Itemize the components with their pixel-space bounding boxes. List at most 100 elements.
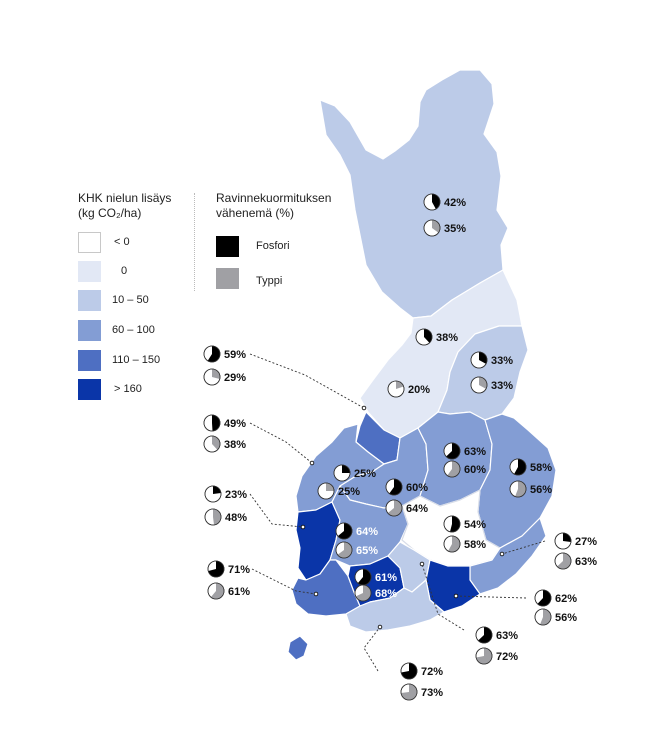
pct-label-fosfori-etela-karjala: 27% xyxy=(575,536,597,548)
pie-typpi-paijat-hame xyxy=(475,647,493,665)
legend-label-typpi: Typpi xyxy=(256,275,283,287)
legend-swatch-60-100 xyxy=(78,320,101,341)
pie-typpi-uusimaa xyxy=(400,683,418,701)
region-etela-karjala xyxy=(469,517,547,595)
pie-typpi-varsinais-suomi xyxy=(207,582,225,600)
nutrient-pies: 42% 35% 33% 33% 38% 20% 59% 29% 49% 38% 25% 25% 60% 6… xyxy=(203,193,597,701)
pct-label-typpi-etela-savo: 58% xyxy=(464,539,486,551)
nutrient-legend-title-line2: vähenemä (%) xyxy=(216,206,295,220)
legend-label-60-100: 60 – 100 xyxy=(112,324,155,336)
pie-typpi-etela-savo xyxy=(443,535,461,553)
pie-typpi-keski-pohjanmaa xyxy=(203,368,221,386)
leader-anchor-paijat-hame xyxy=(419,561,425,567)
pie-fosfori-keski-pohjanmaa xyxy=(203,345,221,363)
pct-label-typpi-pohjois-pohjanmaa: 20% xyxy=(408,384,430,396)
pie-fosfori-etela-savo xyxy=(443,515,461,533)
pie-typpi-pirkanmaa xyxy=(335,541,353,559)
nutrient-legend-title: Ravinnekuormituksen vähenemä (%) xyxy=(216,191,331,221)
pie-fosfori-varsinais-suomi xyxy=(207,560,225,578)
pct-label-fosfori-lappi: 42% xyxy=(444,197,466,209)
pct-label-fosfori-varsinais-suomi: 71% xyxy=(228,564,250,576)
pct-label-fosfori-kymenlaakso: 62% xyxy=(555,593,577,605)
sink-legend-title: KHK nielun lisäys (kg CO₂/ha) xyxy=(78,191,171,221)
pie-typpi-pohjanmaa xyxy=(203,435,221,453)
leader-anchor-kymenlaakso xyxy=(453,593,459,599)
pct-label-typpi-pohjanmaa: 38% xyxy=(224,439,246,451)
pct-label-typpi-kainuu: 33% xyxy=(491,380,513,392)
pct-label-typpi-pohjois-karjala: 56% xyxy=(530,484,552,496)
pie-typpi-lappi xyxy=(423,219,441,237)
pie-typpi-pohjois-savo xyxy=(385,499,403,517)
legend-label-lt0: < 0 xyxy=(114,236,130,248)
legend-swatch-10-50 xyxy=(78,290,101,311)
pct-label-fosfori-paijat-hame: 63% xyxy=(496,630,518,642)
leader-line-etela-karjala xyxy=(501,540,546,555)
pie-fosfori-pohjois-savo xyxy=(385,478,403,496)
pct-label-typpi-kymenlaakso: 56% xyxy=(555,612,577,624)
legend-label-10-50: 10 – 50 xyxy=(112,294,149,306)
pct-label-fosfori-satakunta: 23% xyxy=(225,489,247,501)
leader-lines xyxy=(249,353,546,672)
legend-label-110-150: 110 – 150 xyxy=(112,354,161,366)
pie-typpi-pohjois-karjala xyxy=(509,480,527,498)
pct-label-typpi-etela-savo-pohjoinen: 60% xyxy=(464,464,486,476)
legend-divider xyxy=(194,193,195,291)
pct-label-typpi-hame: 68% xyxy=(375,588,397,600)
pct-label-fosfori-hame: 61% xyxy=(375,572,397,584)
pie-fosfori-pohjois-pohjanmaa xyxy=(415,328,433,346)
pie-typpi-hame xyxy=(354,584,372,602)
pie-fosfori-etela-savo-pohjoinen xyxy=(443,442,461,460)
leader-line-pohjanmaa xyxy=(249,422,313,464)
pie-fosfori-kymenlaakso xyxy=(534,589,552,607)
legend-label-fosfori: Fosfori xyxy=(256,240,290,252)
pie-fosfori-paijat-hame xyxy=(475,626,493,644)
pct-label-fosfori-pirkanmaa: 64% xyxy=(356,526,378,538)
pie-fosfori-lappi xyxy=(423,193,441,211)
pct-label-fosfori-pohjanmaa: 49% xyxy=(224,418,246,430)
pie-typpi-pohjois-pohjanmaa xyxy=(387,380,405,398)
leader-anchor-etela-karjala xyxy=(499,551,505,557)
pct-label-fosfori-keski-pohjanmaa: 59% xyxy=(224,349,246,361)
pct-label-typpi-pirkanmaa: 65% xyxy=(356,545,378,557)
pie-fosfori-etela-karjala xyxy=(554,532,572,550)
sink-legend-title-line1: KHK nielun lisäys xyxy=(78,191,172,205)
pct-label-typpi-satakunta: 48% xyxy=(225,512,247,524)
legend-swatch-0 xyxy=(78,261,101,282)
legend-swatch-fosfori xyxy=(216,236,239,257)
pct-label-fosfori-pohjois-savo: 60% xyxy=(406,482,428,494)
pct-label-typpi-uusimaa: 73% xyxy=(421,687,443,699)
leader-anchor-pohjanmaa xyxy=(309,460,315,466)
pct-label-typpi-paijat-hame: 72% xyxy=(496,651,518,663)
nutrient-legend-title-line1: Ravinnekuormituksen xyxy=(216,191,332,205)
pie-fosfori-uusimaa xyxy=(400,662,418,680)
legend-swatch-typpi xyxy=(216,268,239,289)
region-lappi xyxy=(319,69,509,319)
legend-swatch-110-150 xyxy=(78,350,101,371)
legend-swatch-gt160 xyxy=(78,379,101,400)
pct-label-typpi-lappi: 35% xyxy=(444,223,466,235)
pie-fosfori-satakunta xyxy=(204,485,222,503)
legend-label-0: 0 xyxy=(121,265,128,277)
leader-anchor-varsinais-suomi xyxy=(313,591,319,597)
leader-anchor-satakunta xyxy=(300,524,306,530)
pct-label-typpi-etela-karjala: 63% xyxy=(575,556,597,568)
pct-label-fosfori-etela-savo-pohjoinen: 63% xyxy=(464,446,486,458)
legend-swatch-lt0 xyxy=(78,232,101,253)
leader-line-satakunta xyxy=(249,493,304,528)
pie-typpi-kymenlaakso xyxy=(534,608,552,626)
leader-line-varsinais-suomi xyxy=(251,568,317,595)
pct-label-typpi-keski-suomi: 25% xyxy=(338,486,360,498)
leader-line-uusimaa xyxy=(363,626,381,672)
region-ahvenanmaa xyxy=(287,635,309,661)
pct-label-fosfori-etela-savo: 54% xyxy=(464,519,486,531)
legend-label-gt160: > 160 xyxy=(114,383,142,395)
pie-fosfori-pirkanmaa xyxy=(335,522,353,540)
pie-typpi-etela-savo-pohjoinen xyxy=(443,460,461,478)
pie-fosfori-hame xyxy=(354,568,372,586)
pct-label-typpi-keski-pohjanmaa: 29% xyxy=(224,372,246,384)
pct-label-typpi-varsinais-suomi: 61% xyxy=(228,586,250,598)
pie-typpi-etela-karjala xyxy=(554,552,572,570)
pct-label-fosfori-keski-suomi: 25% xyxy=(354,468,376,480)
leader-anchor-uusimaa xyxy=(377,624,383,630)
